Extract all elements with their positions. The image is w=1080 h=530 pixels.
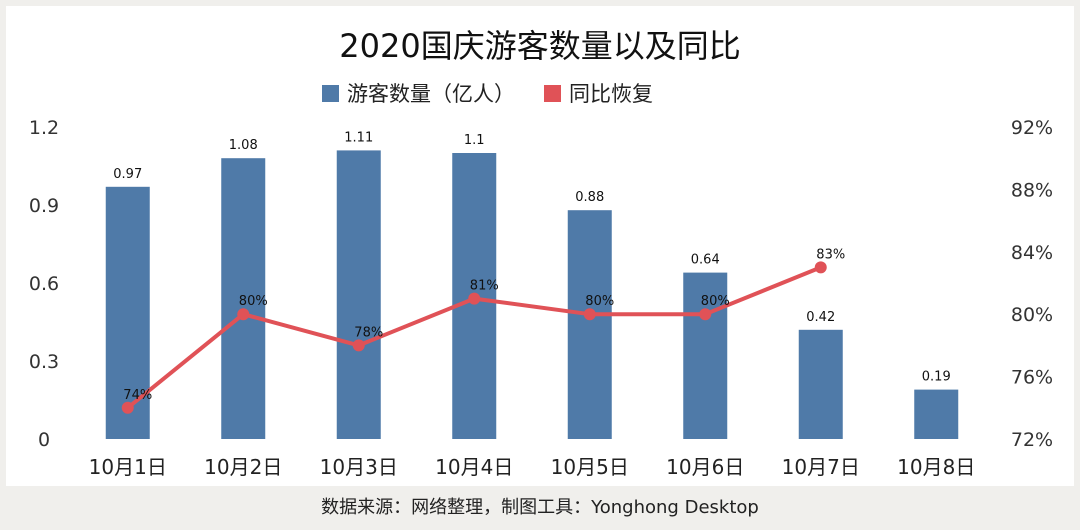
line-point [583, 308, 596, 321]
line-data-labels: 74% 80% 78% 81% 80% 80% 83% [123, 247, 845, 402]
x-tick-label: 10月7日 [782, 455, 860, 479]
line-data-label: 80% [239, 294, 268, 309]
line-data-label: 78% [354, 325, 383, 340]
y-axis-right: 72% 76% 80% 84% 88% 92% [1011, 117, 1053, 451]
bar [914, 389, 959, 439]
y-left-tick-label: 0.9 [29, 195, 59, 217]
line-point [352, 339, 365, 352]
source-footer: 数据来源：网络整理，制图工具：Yonghong Desktop [321, 497, 759, 518]
legend-label-bar: 游客数量（亿人） [347, 82, 515, 106]
bar-data-label: 0.88 [575, 190, 604, 205]
legend-label-line: 同比恢复 [569, 82, 653, 106]
y-right-tick-label: 88% [1011, 179, 1053, 201]
legend-swatch-bar [322, 85, 339, 102]
chart-title: 2020国庆游客数量以及同比 [339, 27, 740, 65]
x-tick-label: 10月6日 [666, 455, 744, 479]
bar-data-labels: 0.97 1.08 1.11 1.1 0.88 0.64 0.42 0.19 [113, 130, 950, 384]
x-tick-label: 10月3日 [320, 455, 398, 479]
line-data-label: 80% [585, 294, 614, 309]
bar-series [105, 150, 959, 439]
line-data-label: 80% [701, 294, 730, 309]
line-data-label: 83% [816, 247, 845, 262]
y-right-tick-label: 72% [1011, 429, 1053, 451]
y-right-tick-label: 76% [1011, 367, 1053, 389]
bar-data-label: 1.08 [229, 138, 258, 153]
bar-data-label: 0.42 [806, 310, 835, 325]
bar-data-label: 1.1 [464, 133, 485, 148]
chart: 2020国庆游客数量以及同比 游客数量（亿人） 同比恢复 0 0.3 0.6 0.9 1… [29, 27, 1053, 479]
bar [567, 210, 612, 439]
bar-data-label: 0.64 [691, 253, 720, 268]
y-left-tick-label: 1.2 [29, 117, 59, 139]
y-axis-left: 0 0.3 0.6 0.9 1.2 [29, 117, 59, 451]
line-point [121, 401, 134, 414]
x-tick-label: 10月5日 [551, 455, 629, 479]
y-right-tick-label: 92% [1011, 117, 1053, 139]
bar-data-label: 0.19 [922, 370, 951, 385]
x-tick-label: 10月1日 [89, 455, 167, 479]
bar [683, 272, 728, 439]
line-series [121, 261, 827, 414]
x-tick-label: 10月4日 [435, 455, 513, 479]
x-axis: 10月1日 10月2日 10月3日 10月4日 10月5日 10月6日 10月7日 10月8日 [89, 455, 976, 479]
chart-card [6, 6, 1074, 486]
y-right-tick-label: 80% [1011, 304, 1053, 326]
line-data-label: 81% [470, 279, 499, 294]
legend: 游客数量（亿人） 同比恢复 [322, 82, 653, 106]
y-right-tick-label: 84% [1011, 242, 1053, 264]
bar [336, 150, 381, 439]
bar [798, 329, 843, 439]
line-data-label: 74% [123, 388, 152, 403]
x-tick-label: 10月2日 [204, 455, 282, 479]
bar [221, 158, 266, 439]
legend-swatch-line [544, 85, 561, 102]
x-tick-label: 10月8日 [897, 455, 975, 479]
line-point [237, 308, 250, 321]
line-point [468, 292, 481, 305]
line-point [814, 261, 827, 274]
y-left-tick-label: 0 [38, 429, 50, 451]
y-left-tick-label: 0.3 [29, 351, 59, 373]
bar-data-label: 0.97 [113, 167, 142, 182]
y-left-tick-label: 0.6 [29, 273, 59, 295]
bar-data-label: 1.11 [344, 130, 373, 145]
line-point [699, 308, 712, 321]
